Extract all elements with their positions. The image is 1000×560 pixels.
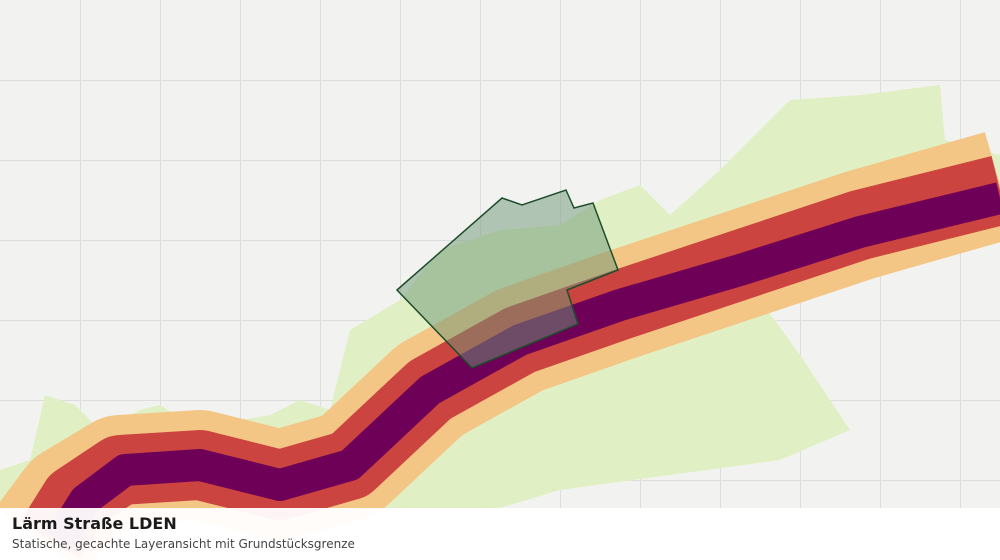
map-subtitle: Statische, gecachte Layeransicht mit Gru… [12, 537, 355, 551]
noise-band-purple [46, 182, 1000, 549]
map-title: Lärm Straße LDEN [12, 514, 177, 533]
parcel-boundary [395, 189, 619, 369]
map-caption: Lärm Straße LDEN Statische, gecachte Lay… [0, 508, 1000, 560]
noise-bands [0, 132, 1000, 560]
